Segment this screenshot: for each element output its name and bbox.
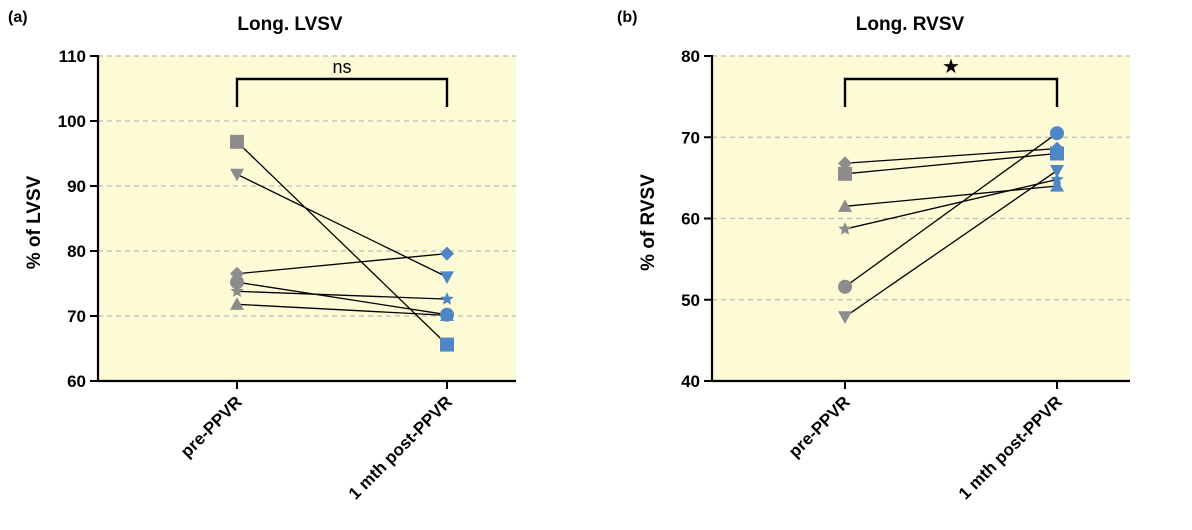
y-tick-label: 70 [681,128,700,147]
significance-bracket [235,77,449,107]
data-point-post-square [1050,146,1064,161]
data-point-pre-triangle-down [230,168,244,182]
data-point-post-triangle-down [1050,164,1064,178]
data-point-pre-square [230,134,244,149]
data-point-post-square [440,337,454,352]
data-point-post-star [440,292,454,305]
y-tick-label: 50 [681,291,700,310]
data-point-post-star [1050,172,1064,186]
y-axis-label: % of LVSV [24,175,45,269]
significance-label: ns [332,57,351,77]
chart-title: Long. LVSV [237,14,343,35]
y-tick-label: 80 [67,242,86,261]
y-tick-label: 40 [681,372,700,391]
y-tick-label: 90 [67,177,86,196]
y-tick-label: 60 [67,372,86,391]
plot-background [98,56,516,381]
data-point-post-triangle-up [440,308,454,321]
subject-line [844,147,1058,164]
data-point-post-triangle-down [440,271,454,284]
subject-line [236,173,448,278]
y-tick-label: 60 [681,210,700,229]
y-axis-label: % of RVSV [638,174,659,271]
data-point-post-diamond [440,246,454,261]
x-tick-label: 1 mth post-PPVR [345,392,456,503]
data-point-pre-star [230,284,244,297]
subject-line [236,303,448,316]
data-point-pre-circle [838,279,852,294]
significance-label: ★ [942,56,960,78]
subject-line [236,281,448,316]
y-tick-label: 70 [67,307,86,326]
y-tick-label: 100 [58,112,86,131]
subject-line [844,185,1058,207]
x-tick-label: 1 mth post-PPVR [955,392,1066,503]
data-point-pre-triangle-up [230,297,244,310]
subject-line [236,252,448,275]
data-point-pre-circle [230,275,244,290]
significance-bracket [843,77,1059,107]
data-point-post-triangle-up [1050,179,1064,192]
panel-label: (a) [8,9,28,26]
data-point-pre-triangle-up [838,199,852,212]
data-point-pre-diamond [838,156,852,171]
subject-line [236,141,448,346]
chart-panel-a: 60 70 80 90 100 110 pre-PPVR 1 mth post-PPVR (a)… [8,9,516,503]
chart-panel-b: 40 50 60 70 80 pre-PPVR 1 mth post-PPVR (b) Long… [617,9,1130,503]
data-point-pre-square [838,166,852,181]
chart-title: Long. RVSV [856,14,965,35]
y-tick-label: 80 [681,47,700,66]
subject-line [844,132,1058,288]
subject-line [844,178,1058,230]
data-point-pre-triangle-down [838,311,852,324]
panel-label: (b) [617,9,637,26]
subject-line [844,170,1058,318]
subject-line [844,152,1058,175]
y-tick-label: 110 [59,47,86,66]
x-tick-label: pre-PPVR [177,392,246,461]
subject-line [236,290,448,300]
data-point-pre-star [838,222,852,235]
data-point-post-circle [1050,126,1064,141]
x-tick-label: pre-PPVR [785,392,854,461]
